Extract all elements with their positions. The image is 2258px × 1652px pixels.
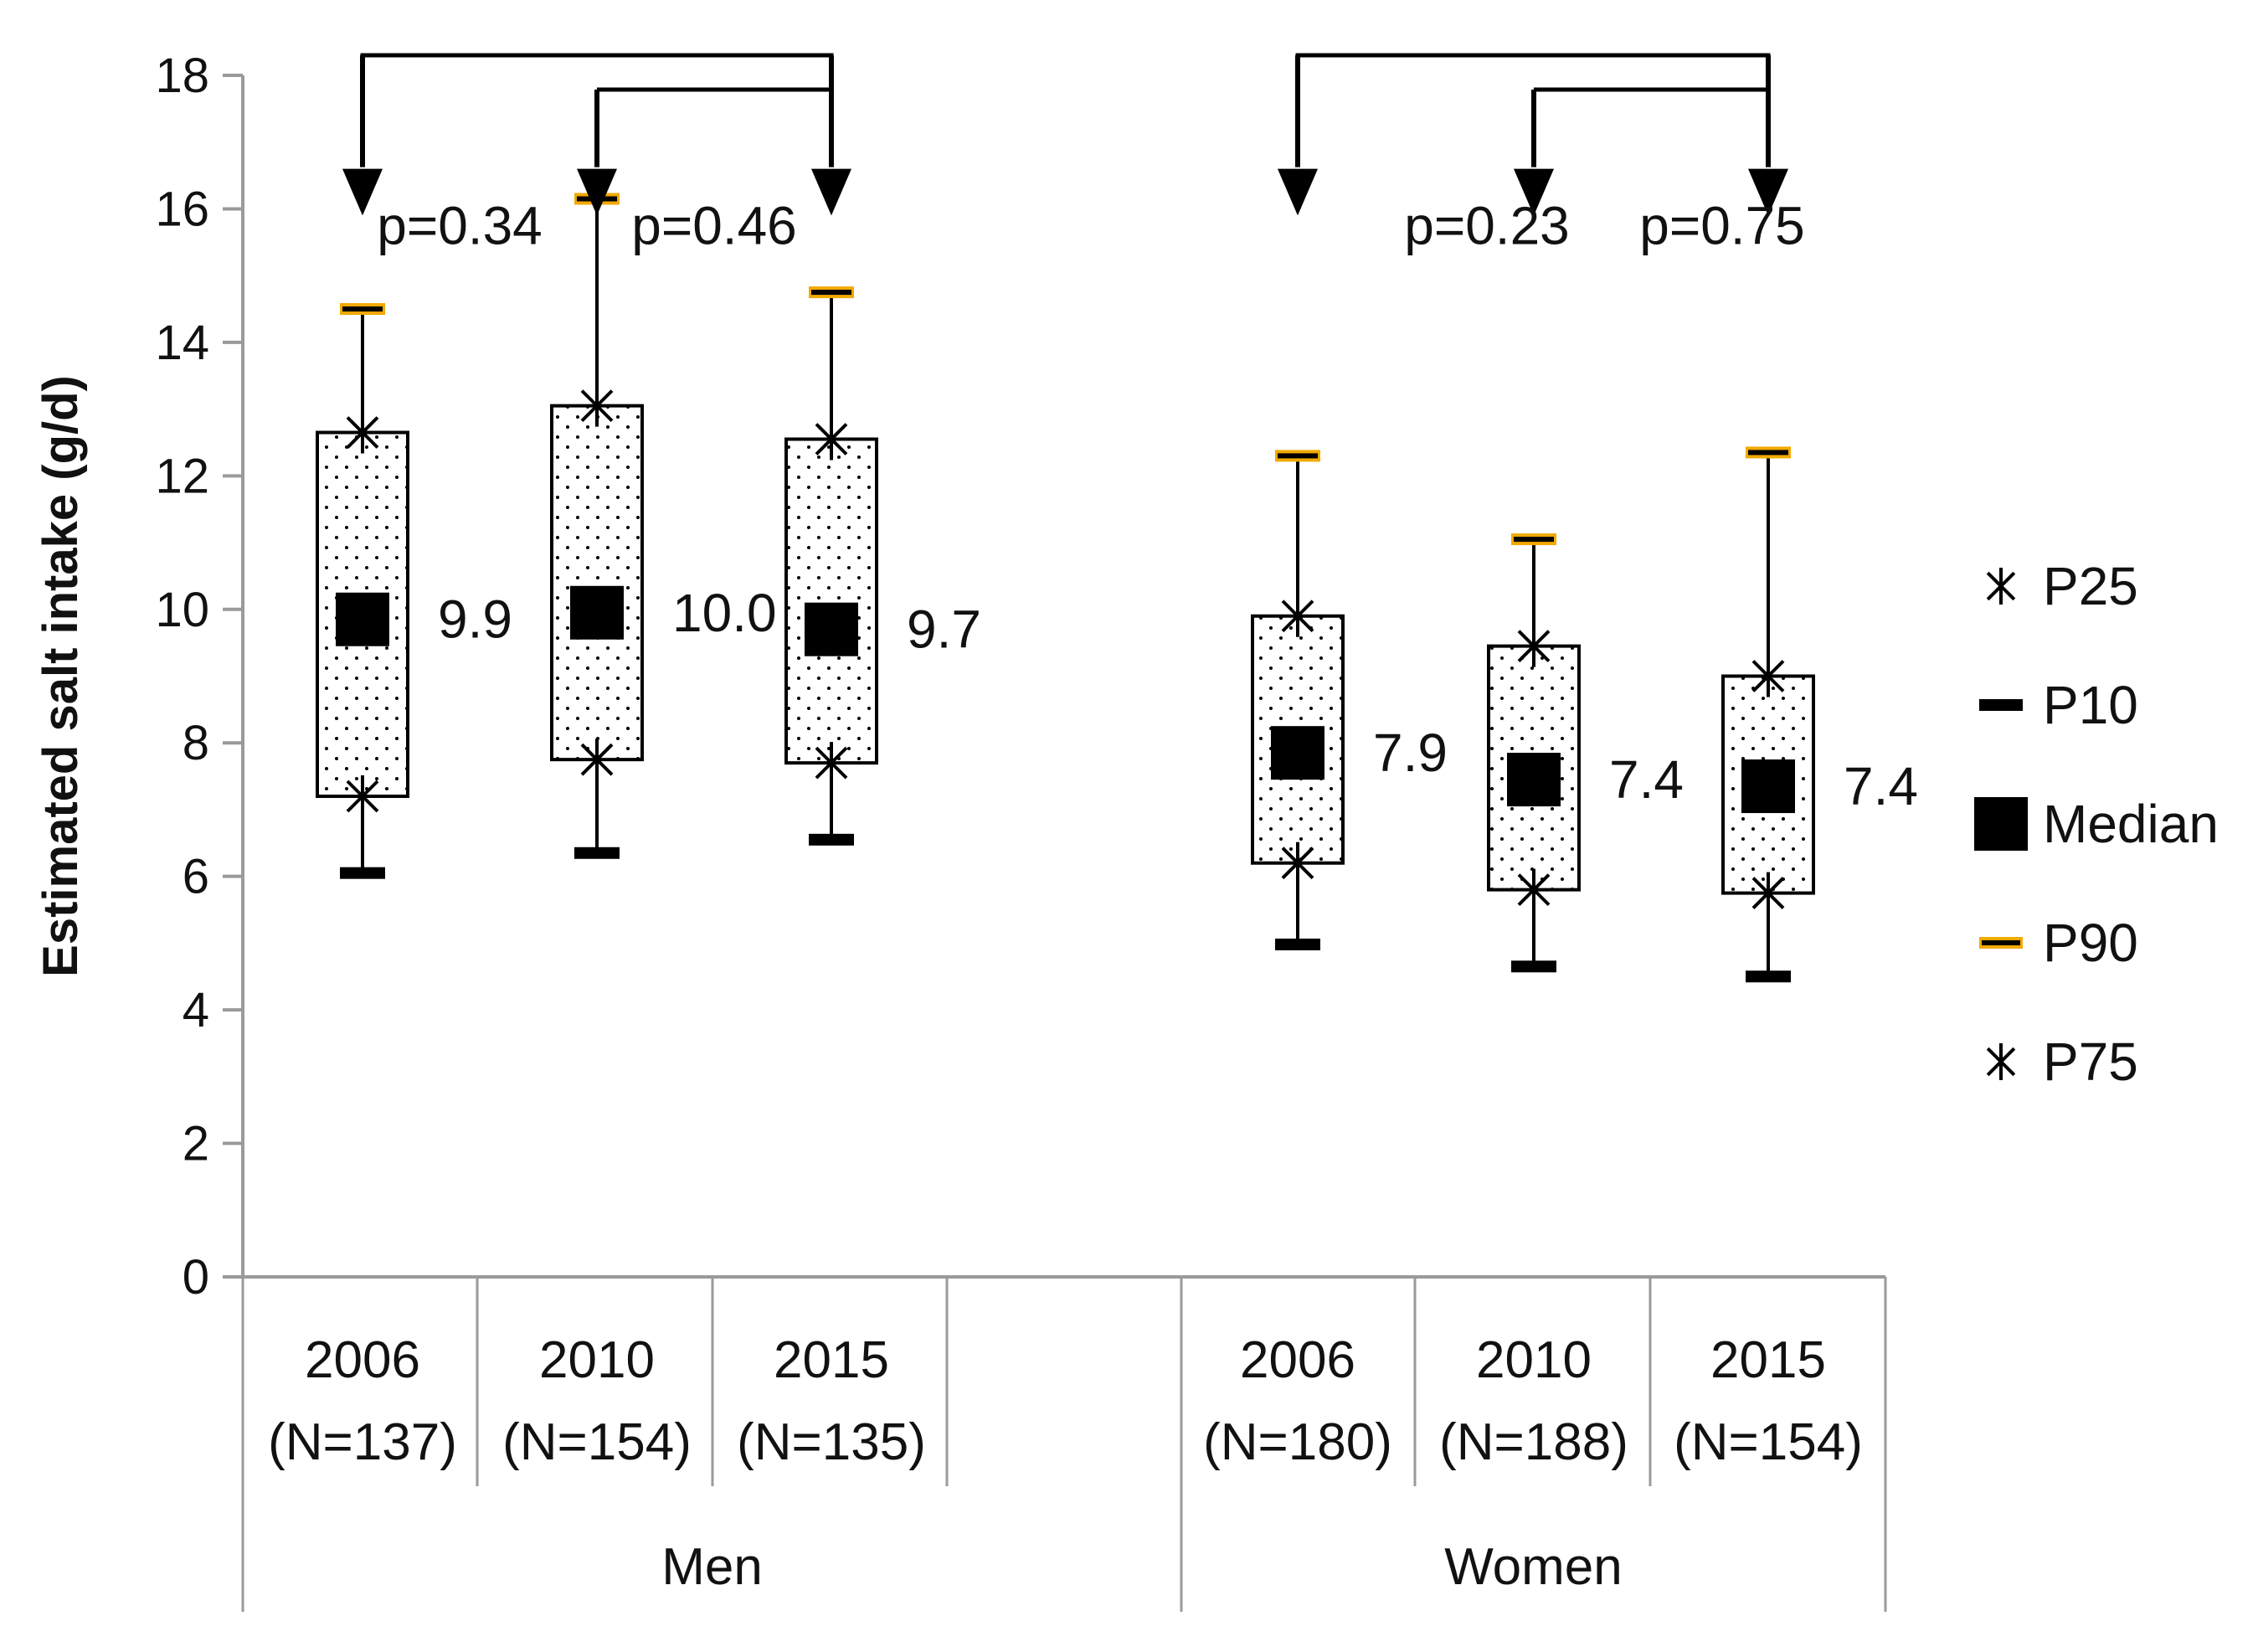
y-tick-label: 16 — [155, 182, 209, 236]
legend-item-median: Median — [1974, 794, 2219, 854]
y-axis-title: Estimated salt intake (g/d) — [33, 375, 88, 977]
p10-marker — [1746, 970, 1791, 983]
box-men-2006: 9.9 — [316, 303, 512, 879]
box-men-2015: 9.7 — [784, 286, 981, 846]
legend-p75-label: P75 — [2043, 1032, 2138, 1092]
x-group-label-women: Women — [1444, 1538, 1623, 1596]
x-tick-label-year: 2015 — [774, 1331, 889, 1389]
arrow-middle-head — [1514, 168, 1554, 216]
box-women-2010: 7.4 — [1487, 533, 1684, 973]
median-marker — [570, 585, 624, 640]
y-tick-label: 14 — [155, 316, 209, 370]
p-value-first: p=0.34 — [377, 195, 543, 255]
x-tick-label-n: (N=137) — [268, 1413, 457, 1471]
x-tick-label-year: 2015 — [1710, 1331, 1826, 1389]
x-tick-label-n: (N=188) — [1439, 1413, 1628, 1471]
x-tick-label-year: 2006 — [305, 1331, 420, 1389]
legend-item-p25: P25 — [1986, 556, 2138, 616]
p25-marker — [815, 742, 848, 785]
y-tick-label: 18 — [155, 49, 209, 103]
legend-median-label: Median — [2043, 794, 2219, 854]
axes: 0 2 4 6 8 10 12 14 16 18 Estimated salt intake (g/… — [33, 49, 1887, 1612]
legend-p25-icon — [1986, 568, 2016, 605]
arrow-last-head — [1748, 168, 1788, 216]
iqr-box — [784, 437, 878, 765]
legend-item-p75: P75 — [1986, 1032, 2138, 1092]
legend-median-icon — [1974, 797, 2028, 851]
arrow-last-head — [811, 168, 851, 216]
median-label: 9.9 — [438, 589, 512, 650]
p75-marker — [1751, 655, 1785, 697]
p75-marker — [346, 411, 379, 454]
median-label: 9.7 — [907, 600, 981, 660]
p25-marker — [346, 775, 379, 817]
p90-marker — [1278, 453, 1318, 459]
p-value-first: p=0.23 — [1404, 195, 1570, 255]
x-tick-label-n: (N=154) — [1674, 1413, 1863, 1471]
legend: P25 P10 Median P90 P75 — [1974, 556, 2219, 1092]
legend-p25-label: P25 — [2043, 556, 2138, 616]
median-label: 7.9 — [1373, 723, 1448, 783]
y-tick-label: 0 — [183, 1250, 209, 1305]
p25-marker — [1281, 841, 1314, 884]
y-tick-label: 8 — [183, 716, 209, 770]
p75-marker — [1281, 594, 1314, 637]
x-group-label-men: Men — [661, 1538, 763, 1596]
median-marker — [1507, 753, 1561, 807]
legend-p90-icon — [1982, 940, 2020, 945]
legend-p10-label: P10 — [2043, 675, 2138, 735]
x-tick-label-year: 2006 — [1240, 1331, 1355, 1389]
median-marker — [1271, 726, 1324, 780]
p10-marker — [340, 867, 385, 879]
y-tick-label: 4 — [183, 983, 209, 1037]
p75-marker — [815, 418, 848, 461]
p-value-second: p=0.46 — [631, 195, 797, 255]
arrow-first-head — [342, 168, 383, 216]
p90-marker — [1514, 537, 1554, 543]
x-tick-label-n: (N=180) — [1203, 1413, 1392, 1471]
median-label: 10.0 — [672, 583, 777, 643]
arrow-middle-head — [577, 168, 617, 216]
p90-marker — [1748, 450, 1788, 455]
p25-marker — [1517, 868, 1551, 911]
x-tick-label-n: (N=135) — [737, 1413, 926, 1471]
p75-marker — [580, 384, 614, 427]
p10-marker — [809, 833, 854, 846]
y-tick-label: 6 — [183, 850, 209, 904]
x-tick-label-n: (N=154) — [502, 1413, 692, 1471]
median-marker — [805, 602, 858, 656]
comparison-arrows-men: p=0.34 p=0.46 — [342, 53, 851, 255]
box-women-2006: 7.9 — [1251, 450, 1448, 950]
p-value-second: p=0.75 — [1639, 195, 1805, 255]
median-label: 7.4 — [1609, 749, 1684, 810]
p90-marker — [342, 306, 383, 312]
legend-p90-label: P90 — [2043, 913, 2138, 973]
y-tick-label: 10 — [155, 583, 209, 637]
p10-marker — [574, 847, 620, 859]
box-men-2010: 10.0 — [550, 193, 777, 859]
median-marker — [336, 592, 389, 646]
arrow-first-head — [1278, 168, 1318, 216]
p10-marker — [1511, 960, 1556, 973]
p75-marker — [1517, 625, 1551, 667]
p10-marker — [1275, 938, 1320, 950]
iqr-box — [550, 404, 644, 762]
p90-marker — [811, 290, 851, 296]
p25-marker — [580, 739, 614, 781]
box-women-2015: 7.4 — [1721, 446, 1918, 983]
median-marker — [1741, 759, 1795, 814]
legend-item-p10: P10 — [1979, 675, 2138, 735]
legend-item-p90: P90 — [1979, 913, 2138, 973]
x-tick-label-year: 2010 — [1476, 1331, 1592, 1389]
legend-p75-icon — [1986, 1043, 2016, 1080]
y-tick-label: 12 — [155, 449, 209, 503]
plot-area: 9.9 10.0 9.7p=0.34 p=0.467.9 7.4 7.4p=0.23 p=0… — [316, 53, 1918, 983]
x-tick-label-year: 2010 — [539, 1331, 655, 1389]
median-label: 7.4 — [1844, 756, 1918, 816]
y-tick-label: 2 — [183, 1117, 209, 1171]
p25-marker — [1751, 872, 1785, 914]
legend-p10-icon — [1979, 699, 2023, 711]
comparison-arrows-women: p=0.23 p=0.75 — [1278, 53, 1805, 255]
